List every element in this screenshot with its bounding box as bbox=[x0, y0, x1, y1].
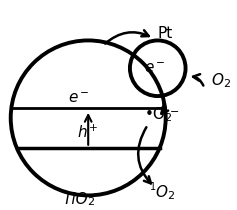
Text: 2: 2 bbox=[88, 197, 95, 207]
Text: 2: 2 bbox=[223, 79, 230, 89]
Text: −: − bbox=[170, 107, 179, 117]
Text: Pt: Pt bbox=[157, 26, 172, 41]
Text: O: O bbox=[211, 73, 223, 88]
Text: 2: 2 bbox=[167, 191, 174, 201]
Text: e$^-$: e$^-$ bbox=[144, 61, 165, 76]
Text: 2: 2 bbox=[164, 113, 171, 123]
Text: h$^+$: h$^+$ bbox=[77, 124, 99, 142]
Text: O: O bbox=[156, 185, 168, 200]
Text: •O: •O bbox=[144, 108, 165, 122]
Text: TiO: TiO bbox=[63, 192, 88, 207]
Text: 1: 1 bbox=[150, 182, 156, 192]
Text: e$^-$: e$^-$ bbox=[68, 91, 89, 106]
